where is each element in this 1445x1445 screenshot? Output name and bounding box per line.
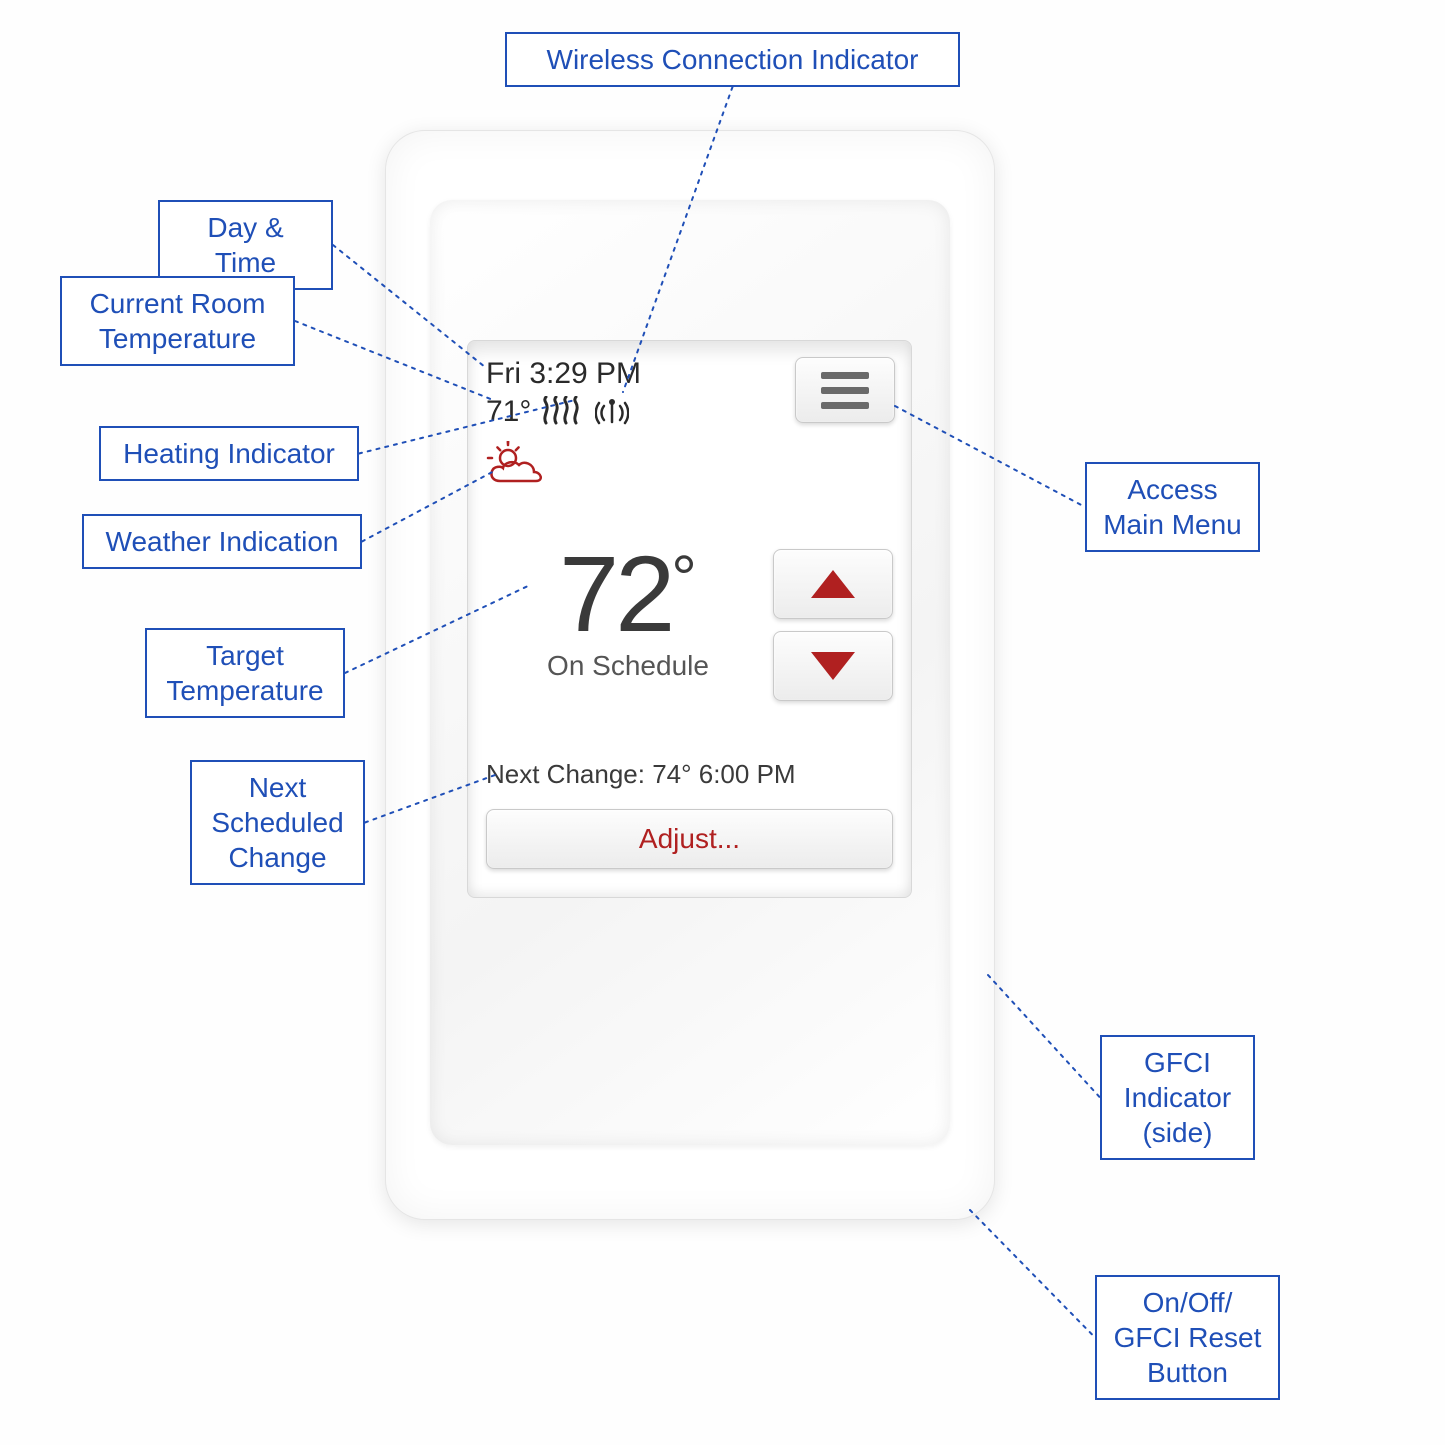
adjust-button-label: Adjust...: [639, 823, 740, 855]
temp-up-button[interactable]: [773, 549, 893, 619]
arrow-down-icon: [811, 652, 855, 680]
diagram-canvas: Fri 3:29 PM 71°: [0, 0, 1445, 1445]
next-change-text: Next Change: 74° 6:00 PM: [486, 759, 893, 790]
temp-down-button[interactable]: [773, 631, 893, 701]
schedule-status: On Schedule: [498, 650, 758, 682]
callout-next-change: Next Scheduled Change: [190, 760, 365, 885]
weather-icon: [486, 441, 550, 496]
hamburger-icon: [821, 372, 869, 379]
callout-gfci: GFCI Indicator (side): [1100, 1035, 1255, 1160]
wifi-icon: [595, 396, 629, 426]
heating-icon: [541, 396, 585, 426]
menu-button[interactable]: [795, 357, 895, 423]
callout-heating: Heating Indicator: [99, 426, 359, 481]
callout-wireless: Wireless Connection Indicator: [505, 32, 960, 87]
day-time-text: Fri 3:29 PM: [486, 355, 791, 393]
thermostat-screen: Fri 3:29 PM 71°: [467, 340, 912, 898]
callout-weather: Weather Indication: [82, 514, 362, 569]
room-temp-text: 71°: [486, 393, 531, 431]
callout-room-temp: Current Room Temperature: [60, 276, 295, 366]
target-temperature: 72° On Schedule: [498, 531, 758, 682]
adjust-button[interactable]: Adjust...: [486, 809, 893, 869]
callout-onoff: On/Off/ GFCI Reset Button: [1095, 1275, 1280, 1400]
callout-access-menu: Access Main Menu: [1085, 462, 1260, 552]
target-temp-value: 72: [559, 533, 671, 654]
arrow-up-icon: [811, 570, 855, 598]
degree-symbol: °: [671, 542, 697, 614]
callout-target: Target Temperature: [145, 628, 345, 718]
status-bar: Fri 3:29 PM 71°: [486, 355, 791, 430]
